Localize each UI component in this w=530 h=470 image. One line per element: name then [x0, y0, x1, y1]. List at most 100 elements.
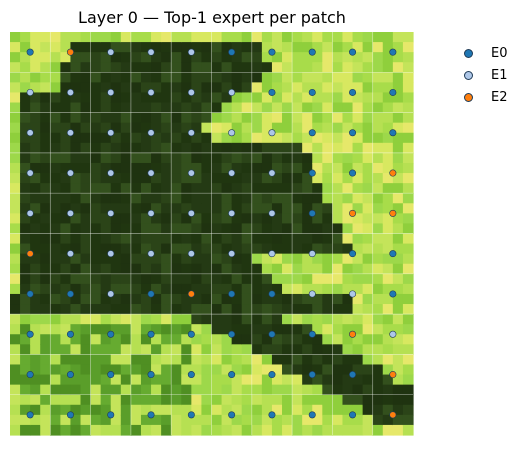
background-pixel	[221, 173, 233, 184]
background-pixel	[292, 304, 303, 315]
background-pixel	[392, 223, 404, 235]
background-pixel	[130, 233, 142, 245]
background-pixel	[282, 102, 293, 114]
background-pixel	[302, 102, 313, 114]
background-pixel	[382, 364, 394, 376]
background-pixel	[332, 364, 344, 376]
background-pixel	[30, 132, 41, 144]
background-pixel	[362, 414, 374, 426]
background-pixel	[241, 273, 253, 285]
background-pixel	[90, 334, 102, 345]
background-pixel	[211, 92, 223, 104]
background-pixel	[322, 72, 333, 83]
background-pixel	[402, 414, 414, 426]
background-pixel	[221, 223, 233, 235]
background-pixel	[40, 293, 51, 305]
background-pixel	[110, 233, 122, 245]
background-pixel	[191, 243, 203, 255]
background-pixel	[322, 62, 333, 73]
background-pixel	[402, 82, 414, 94]
background-pixel	[372, 404, 384, 416]
background-pixel	[251, 243, 263, 255]
background-pixel	[181, 122, 192, 134]
background-pixel	[191, 162, 203, 174]
expert-point-e0	[26, 290, 34, 298]
background-pixel	[110, 82, 122, 94]
background-pixel	[181, 304, 192, 315]
background-pixel	[151, 142, 162, 154]
background-pixel	[372, 162, 384, 174]
background-pixel	[261, 374, 273, 386]
background-pixel	[352, 92, 364, 104]
background-pixel	[402, 213, 414, 225]
background-pixel	[110, 424, 122, 436]
background-pixel	[362, 304, 374, 315]
background-pixel	[372, 152, 384, 164]
background-pixel	[241, 102, 253, 114]
background-pixel	[60, 424, 72, 436]
background-pixel	[110, 243, 122, 255]
background-pixel	[292, 364, 303, 376]
background-pixel	[10, 293, 21, 305]
background-pixel	[50, 223, 61, 235]
background-pixel	[292, 404, 303, 416]
background-pixel	[60, 173, 72, 184]
background-pixel	[151, 42, 162, 53]
background-pixel	[171, 314, 182, 325]
background-pixel	[151, 102, 162, 114]
background-pixel	[140, 304, 152, 315]
background-pixel	[282, 283, 293, 295]
background-pixel	[140, 263, 152, 275]
background-pixel	[90, 293, 102, 305]
background-pixel	[322, 243, 333, 255]
background-pixel	[140, 314, 152, 325]
background-pixel	[362, 374, 374, 386]
background-pixel	[201, 132, 213, 144]
background-pixel	[211, 253, 223, 265]
background-pixel	[241, 424, 253, 436]
background-pixel	[312, 243, 323, 255]
background-pixel	[70, 354, 82, 366]
background-pixel	[392, 173, 404, 184]
background-pixel	[90, 414, 102, 426]
background-pixel	[201, 354, 213, 366]
background-pixel	[140, 132, 152, 144]
background-pixel	[120, 173, 132, 184]
background-pixel	[382, 414, 394, 426]
background-pixel	[241, 414, 253, 426]
expert-point-e1	[147, 129, 155, 137]
background-pixel	[20, 42, 31, 53]
background-pixel	[20, 152, 31, 164]
background-pixel	[251, 193, 263, 204]
background-pixel	[312, 304, 323, 315]
background-pixel	[231, 324, 243, 335]
background-pixel	[10, 354, 21, 366]
background-pixel	[282, 82, 293, 94]
background-pixel	[30, 424, 41, 436]
background-pixel	[322, 314, 333, 325]
background-pixel	[382, 162, 394, 174]
background-pixel	[312, 82, 323, 94]
background-pixel	[211, 173, 223, 184]
background-pixel	[30, 102, 41, 114]
background-pixel	[20, 344, 31, 355]
background-pixel	[362, 263, 374, 275]
background-pixel	[90, 283, 102, 295]
background-pixel	[221, 233, 233, 245]
background-pixel	[332, 414, 344, 426]
background-pixel	[352, 32, 364, 43]
background-pixel	[382, 62, 394, 73]
background-pixel	[110, 62, 122, 73]
background-pixel	[70, 162, 82, 174]
background-pixel	[40, 283, 51, 295]
background-pixel	[80, 152, 92, 164]
background-pixel	[221, 344, 233, 355]
background-pixel	[120, 82, 132, 94]
background-pixel	[241, 364, 253, 376]
background-pixel	[191, 72, 203, 83]
background-pixel	[231, 344, 243, 355]
background-pixel	[261, 404, 273, 416]
background-pixel	[282, 263, 293, 275]
expert-point-e1	[268, 209, 276, 217]
background-pixel	[120, 52, 132, 63]
